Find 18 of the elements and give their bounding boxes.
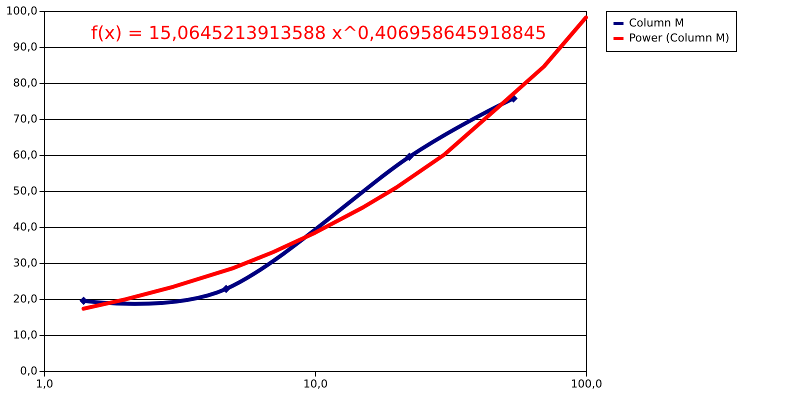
- x-tick-label: 1,0: [36, 378, 54, 390]
- y-tick-label: 30,0: [13, 256, 38, 270]
- y-tick-label: 90,0: [13, 40, 38, 54]
- point: [222, 284, 230, 294]
- y-tick-label: 80,0: [13, 76, 38, 90]
- x-tick-label: 10,0: [303, 378, 328, 390]
- y-tick-label: 60,0: [13, 148, 38, 162]
- y-tick-label: 0,0: [20, 364, 38, 378]
- annotation: f(x) = 15,0645213913588 x^0,406958645918845: [91, 23, 546, 44]
- y-tick-label: 100,0: [6, 4, 38, 18]
- legend-label: Power (Column M): [629, 32, 730, 44]
- y-tick-label: 50,0: [13, 184, 38, 198]
- legend-label: Column M: [629, 16, 684, 30]
- y-tick-label: 40,0: [13, 220, 38, 234]
- x-tick-label: 100,0: [570, 378, 602, 390]
- y-tick-label: 10,0: [13, 328, 38, 342]
- y-tick-label: 70,0: [13, 112, 38, 126]
- y-tick-label: 20,0: [13, 292, 38, 306]
